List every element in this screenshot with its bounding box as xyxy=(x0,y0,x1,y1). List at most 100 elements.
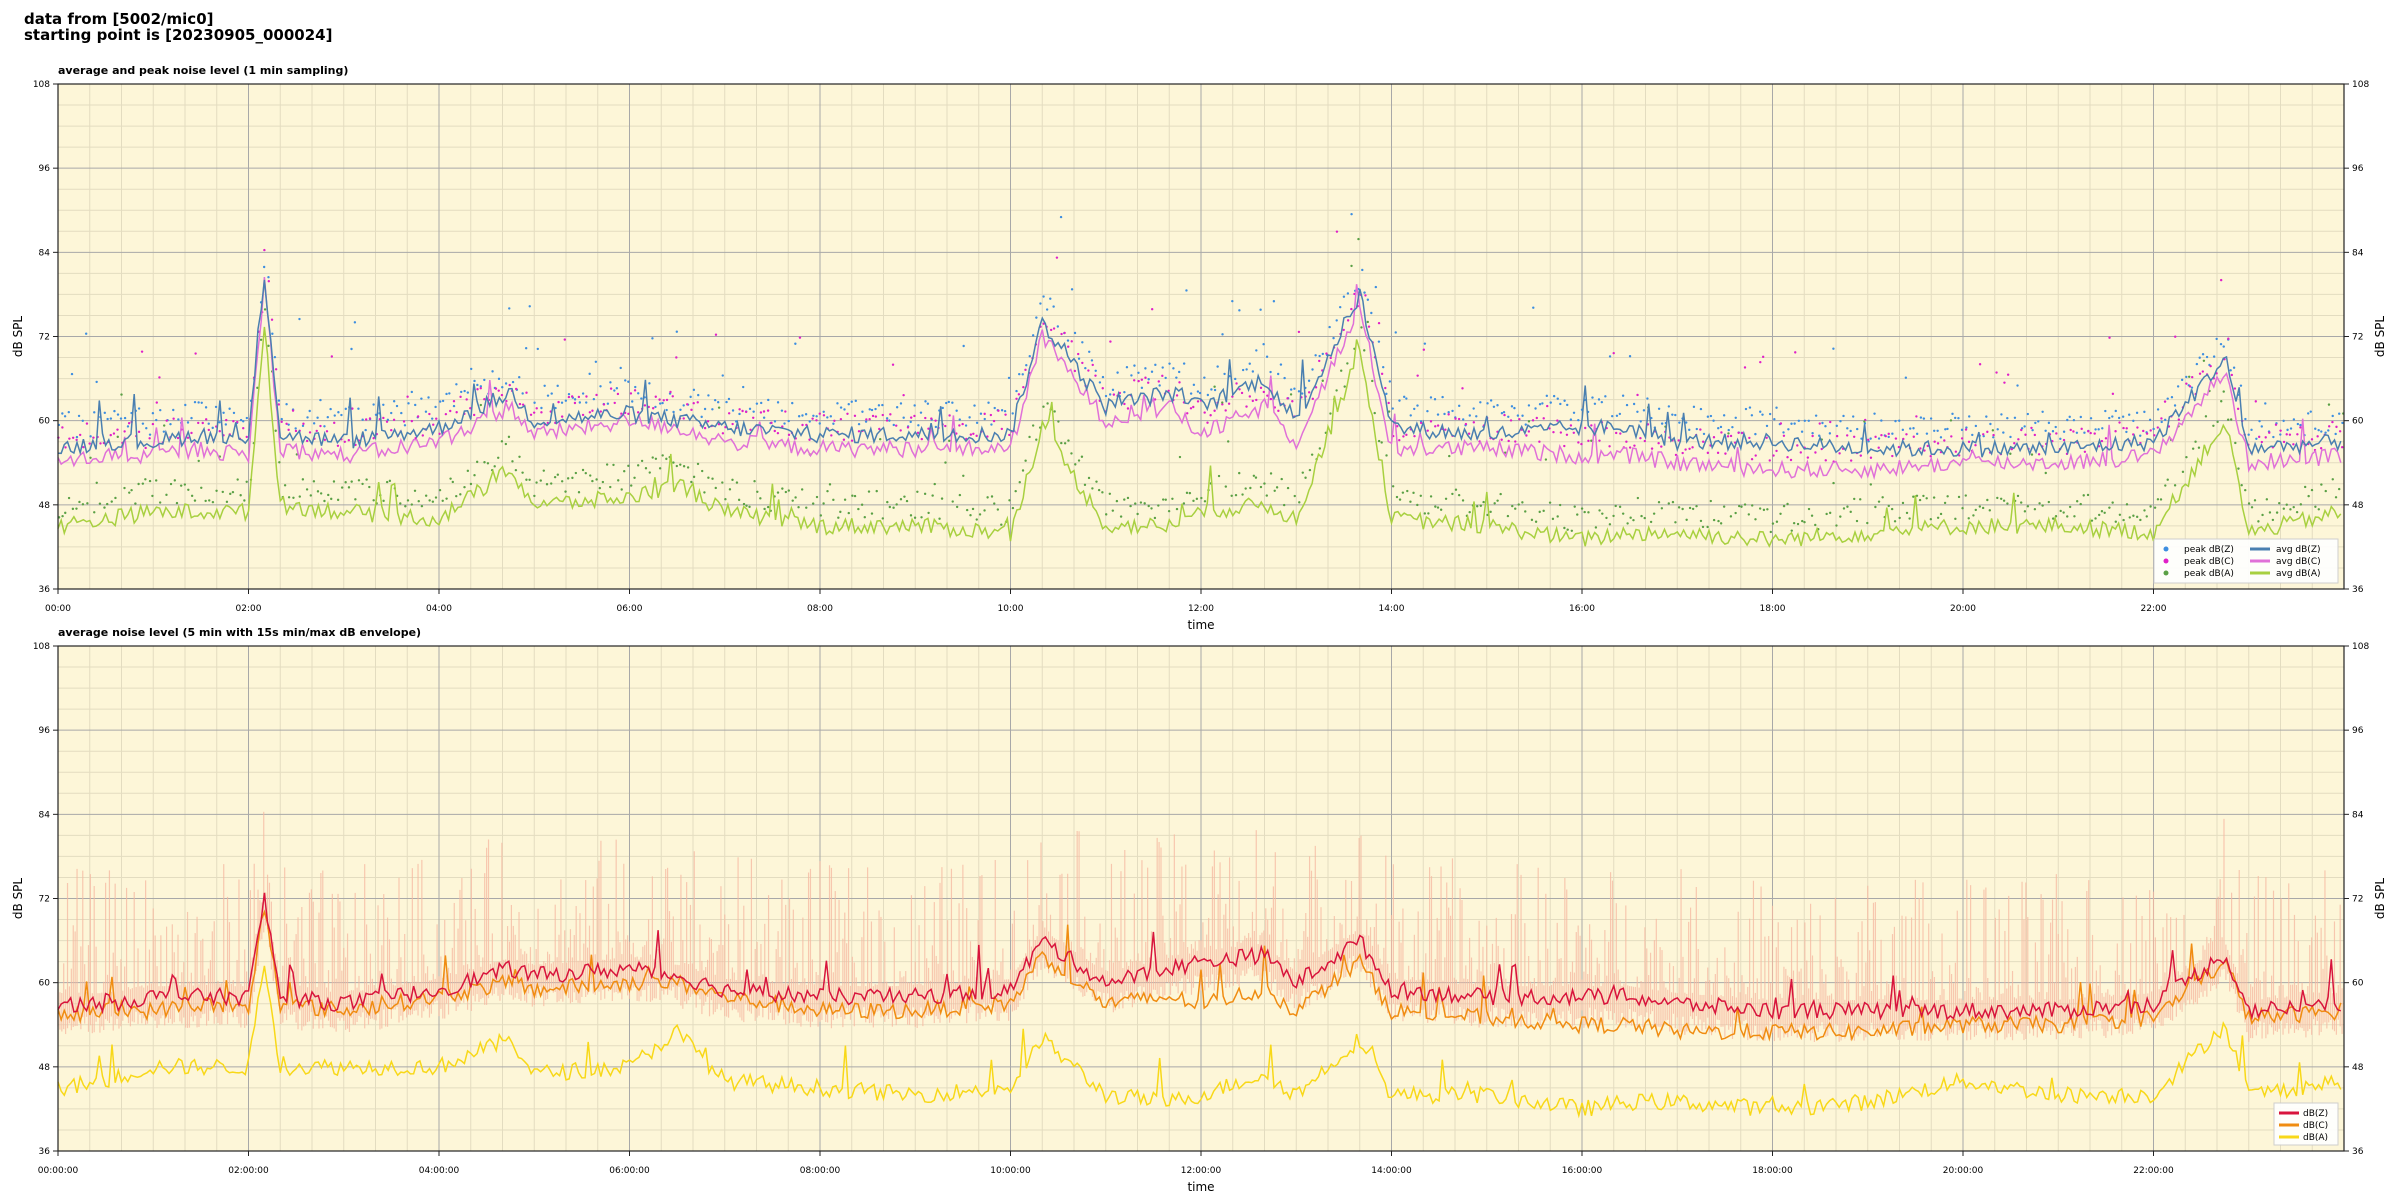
peak-point xyxy=(1566,528,1569,531)
peak-point xyxy=(1221,401,1224,404)
peak-point xyxy=(1762,508,1766,512)
peak-point xyxy=(211,426,214,430)
peak-point xyxy=(1031,334,1035,337)
peak-point xyxy=(1936,429,1939,433)
peak-point xyxy=(497,456,500,459)
peak-point xyxy=(78,433,82,437)
peak-point xyxy=(385,480,389,484)
peak-point xyxy=(1729,434,1733,438)
peak-point xyxy=(1329,412,1332,415)
peak-point xyxy=(1507,415,1510,419)
peak-point xyxy=(259,338,263,341)
peak-point xyxy=(1936,442,1940,445)
peak-point xyxy=(808,420,811,423)
peak-point xyxy=(1293,494,1296,498)
peak-point xyxy=(1416,503,1419,507)
peak-point xyxy=(144,478,147,481)
peak-point xyxy=(159,408,162,412)
peak-point xyxy=(1598,439,1601,442)
peak-point xyxy=(528,478,531,481)
peak-point xyxy=(560,480,564,483)
peak-point xyxy=(1434,425,1437,428)
legend-label: dB(A) xyxy=(2303,1133,2328,1143)
peak-point xyxy=(1824,459,1827,462)
peak-point xyxy=(1978,505,1982,508)
peak-point xyxy=(759,497,762,500)
peak-point xyxy=(595,478,598,481)
peak-point xyxy=(1448,454,1451,458)
peak-point xyxy=(721,374,724,377)
peak-point xyxy=(449,409,452,413)
peak-point xyxy=(350,480,353,483)
peak-point xyxy=(1712,436,1716,439)
y-tick-label: 72 xyxy=(39,895,50,905)
peak-point xyxy=(1667,405,1671,408)
peak-point xyxy=(1426,429,1429,432)
peak-point xyxy=(773,420,777,423)
peak-point xyxy=(469,406,472,410)
peak-point xyxy=(627,412,630,416)
peak-point xyxy=(2331,420,2334,424)
peak-point xyxy=(1719,522,1723,525)
peak-point xyxy=(1814,451,1817,454)
peak-point xyxy=(874,407,877,411)
peak-point xyxy=(1377,439,1381,443)
peak-point xyxy=(1335,230,1339,233)
peak-point xyxy=(822,410,825,413)
peak-point xyxy=(968,416,971,419)
peak-point xyxy=(755,402,759,405)
peak-point xyxy=(1223,372,1226,376)
peak-point xyxy=(301,478,305,481)
peak-point xyxy=(1738,504,1741,508)
peak-point xyxy=(215,489,218,492)
peak-point xyxy=(1650,447,1654,450)
peak-point xyxy=(95,380,98,384)
peak-point xyxy=(665,398,669,402)
peak-point xyxy=(791,401,794,405)
peak-point xyxy=(906,426,910,429)
peak-point xyxy=(877,404,881,407)
peak-point xyxy=(760,401,763,405)
peak-point xyxy=(123,416,127,420)
peak-point xyxy=(815,419,818,422)
y-tick-label: 60 xyxy=(39,417,51,427)
peak-point xyxy=(1130,374,1133,377)
peak-point xyxy=(2340,446,2344,449)
peak-point xyxy=(1123,390,1126,394)
peak-point xyxy=(972,432,975,435)
peak-point xyxy=(1992,433,1995,437)
peak-point xyxy=(2006,502,2009,505)
peak-point xyxy=(2260,440,2264,444)
peak-point xyxy=(262,265,266,269)
peak-point xyxy=(916,490,919,493)
peak-point xyxy=(1558,503,1562,507)
peak-point xyxy=(1423,342,1427,345)
peak-point xyxy=(1974,444,1977,447)
peak-point xyxy=(1401,491,1405,494)
peak-point xyxy=(326,416,329,419)
peak-point xyxy=(1751,504,1754,507)
peak-point xyxy=(208,499,211,502)
peak-point xyxy=(2303,485,2307,489)
peak-point xyxy=(1957,495,1961,499)
peak-point xyxy=(1922,417,1926,420)
peak-point xyxy=(1750,458,1754,461)
peak-point xyxy=(864,420,868,423)
peak-point xyxy=(1509,419,1513,422)
peak-point xyxy=(1384,386,1387,390)
peak-point xyxy=(343,440,346,443)
peak-point xyxy=(1835,424,1838,428)
peak-point xyxy=(993,406,996,410)
peak-point xyxy=(2314,427,2317,430)
peak-point xyxy=(1967,440,1971,444)
peak-point xyxy=(463,485,466,489)
peak-point xyxy=(1385,454,1388,457)
peak-point xyxy=(686,403,689,406)
peak-point xyxy=(1636,393,1639,397)
peak-point xyxy=(700,469,704,473)
peak-point xyxy=(2069,428,2072,432)
peak-point xyxy=(333,421,336,425)
peak-point xyxy=(410,503,414,506)
peak-point xyxy=(623,470,626,473)
peak-point xyxy=(577,491,581,494)
